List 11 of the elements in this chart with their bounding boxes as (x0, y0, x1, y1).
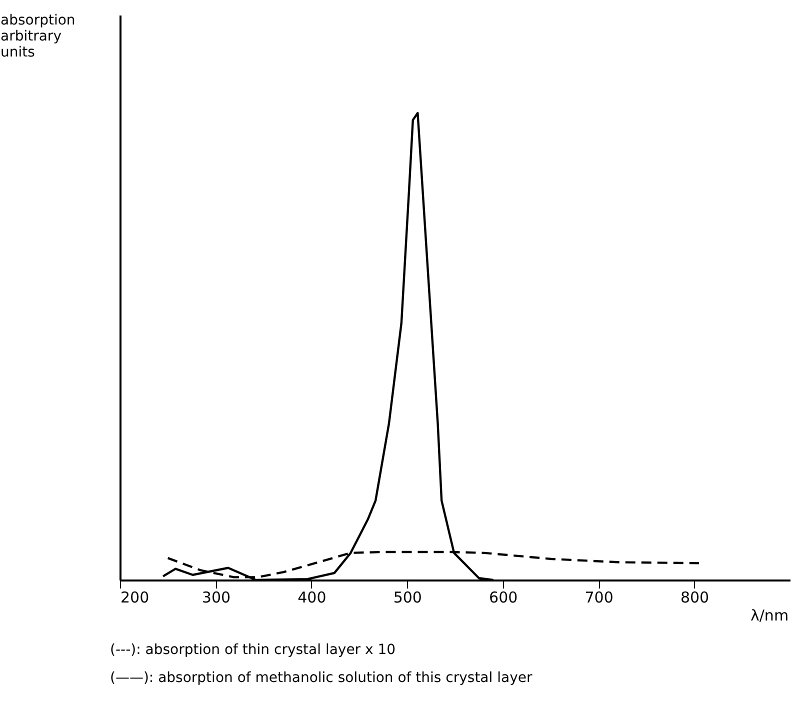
x-tick-label: 200 (120, 588, 150, 606)
text: (——): absorption of methanolic solution of this crystal layer (110, 670, 532, 686)
x-tick-label: 800 (680, 588, 710, 606)
x-tick-label: 300 (202, 588, 231, 606)
x-tick-label: 500 (393, 588, 422, 606)
x-axis-title: λ/nm (750, 606, 789, 624)
text: (---): absorption of thin crystal layer x 10 (110, 642, 396, 658)
y-axis-title: absorption arbitrary units (0, 12, 76, 60)
x-tick-label: 700 (584, 588, 614, 606)
x-tick-label: 400 (298, 588, 326, 606)
x-tick-label: 600 (489, 588, 518, 606)
